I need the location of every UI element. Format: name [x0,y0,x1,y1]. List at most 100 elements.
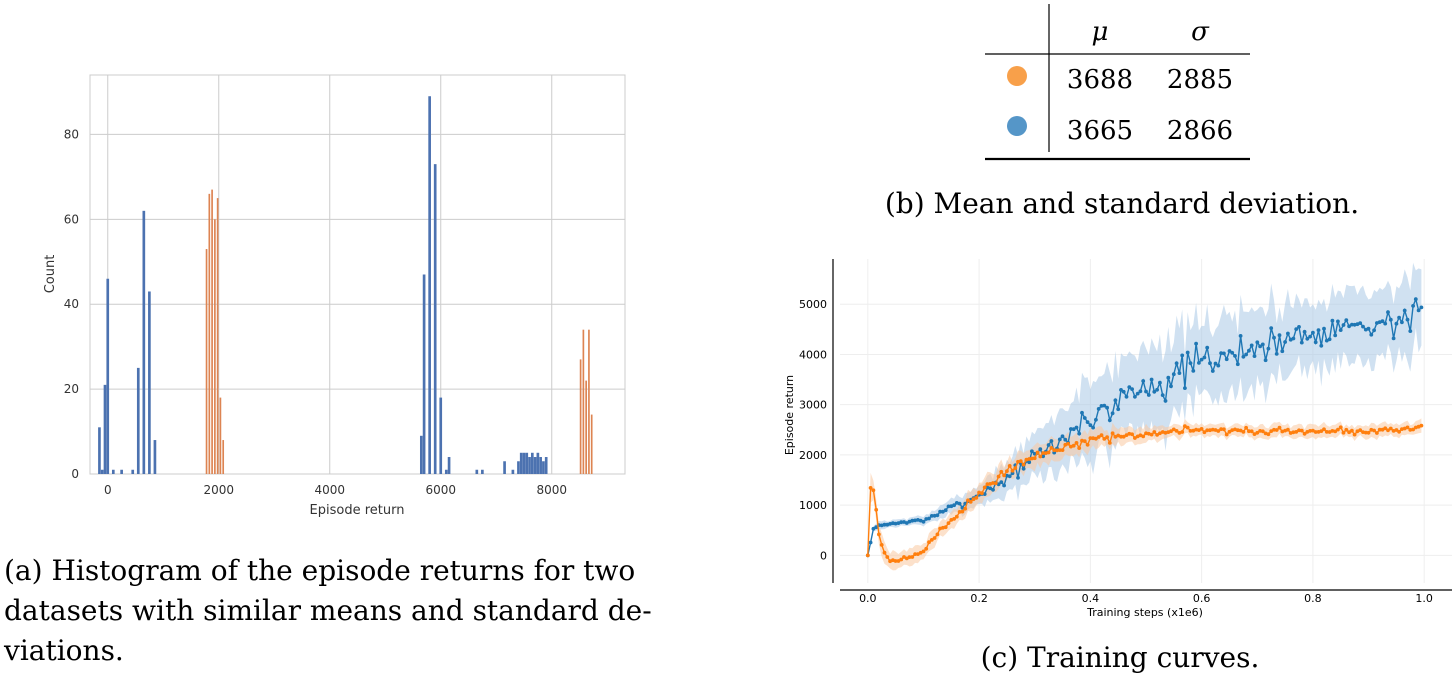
training-point-orange [1277,425,1282,430]
histogram-y-tick-label: 80 [64,127,79,141]
training-point-blue [1413,297,1418,302]
training-point-orange [871,488,876,493]
training-point-blue [1174,361,1179,366]
training-point-blue [935,513,940,518]
training-point-orange [1082,439,1087,444]
training-point-blue [1099,404,1104,408]
histogram-bar-blue [517,461,520,474]
training-point-blue [1400,320,1404,325]
training-point-orange [1408,428,1413,432]
training-point-blue [988,486,993,491]
training-point-orange [1299,428,1304,433]
training-y-tick-label: 4000 [799,348,827,361]
training-x-tick-label: 0.0 [859,592,877,605]
training-point-orange [899,557,904,562]
training-point-orange [960,509,965,514]
training-point-orange [1055,448,1059,453]
training-point-orange [1018,459,1023,463]
training-point-orange [968,500,973,504]
histogram-bar-blue [136,367,140,474]
training-point-orange [1185,425,1190,430]
training-point-blue [1185,350,1190,355]
training-point-blue [999,480,1004,484]
training-point-blue [1394,321,1399,326]
training-point-orange [1247,429,1251,434]
table-row-orange-sigma: 2885 [1167,65,1233,95]
training-point-blue [921,519,926,524]
training-point-orange [1235,428,1240,433]
training-point-orange [946,521,951,525]
training-point-orange [1174,429,1179,433]
training-point-orange [1383,426,1388,431]
training-point-orange [1102,437,1107,441]
training-point-blue [1171,372,1176,377]
histogram-bar-blue [106,278,110,474]
training-point-blue [927,516,931,521]
training-point-blue [1280,349,1285,354]
training-point-orange [1244,425,1248,430]
training-point-blue [1274,352,1279,356]
training-point-orange [1141,434,1146,439]
training-x-tick-label: 1.0 [1415,592,1433,605]
training-point-blue [1344,318,1349,322]
training-point-orange [882,550,887,555]
training-point-orange [993,481,998,486]
training-point-blue [1194,341,1198,346]
training-point-orange [1099,433,1104,438]
training-point-orange [1344,427,1349,432]
training-point-blue [1308,334,1312,339]
training-point-blue [1369,332,1374,337]
training-point-blue [1177,371,1182,375]
training-point-blue [1208,361,1212,366]
training-point-blue [1180,353,1185,358]
training-point-orange [1272,427,1276,432]
histogram-bar-blue [475,469,479,474]
training-point-blue [871,526,876,531]
training-panel: 0.0 0.2 0.4 0.6 0.8 1.0010002000300040005000 … [783,259,1452,619]
training-point-blue [1027,460,1032,465]
histogram-y-tick-label: 0 [71,467,79,481]
caption-a-line-1: (a) Histogram of the episode returns for… [4,554,635,587]
training-point-blue [1074,425,1079,430]
histogram-bar-blue [98,427,101,474]
training-point-orange [1294,430,1299,434]
training-point-blue [1069,427,1073,431]
training-point-blue [1219,351,1223,355]
training-point-orange [907,555,912,559]
training-point-blue [1316,328,1321,332]
training-point-blue [1283,340,1287,344]
histogram-bar-blue [525,452,529,474]
training-point-orange [1249,429,1254,434]
training-point-blue [1411,304,1415,308]
training-point-blue [1341,323,1346,327]
training-point-blue [952,503,956,508]
training-point-orange [1121,434,1126,439]
training-point-blue [1116,407,1121,412]
histogram-xlabel: Episode return [310,503,405,518]
stats-table: μ σ 3688 2885 3665 2866 [985,4,1250,161]
training-xlabel: Training steps (x1e6) [1086,606,1203,619]
training-point-orange [1080,438,1084,443]
training-point-blue [1366,326,1371,331]
training-point-orange [1074,441,1079,445]
training-point-blue [1082,416,1087,420]
training-point-orange [865,553,870,558]
training-point-blue [1113,398,1118,403]
histogram-bar-orange [588,329,590,474]
training-point-orange [1375,431,1379,435]
training-point-orange [1110,431,1115,436]
histogram-bar-orange [219,397,222,474]
training-point-blue [1247,348,1251,353]
training-point-blue [991,487,995,492]
training-point-blue [1038,447,1043,451]
histogram-bar-blue [433,164,437,474]
training-point-blue [1380,319,1385,324]
training-point-blue [868,540,873,545]
training-point-orange [1013,466,1018,470]
training-point-orange [1155,433,1159,437]
training-point-blue [1222,351,1226,356]
training-y-tick-label: 0 [820,549,827,562]
training-point-orange [999,469,1004,474]
training-point-blue [1383,321,1388,326]
